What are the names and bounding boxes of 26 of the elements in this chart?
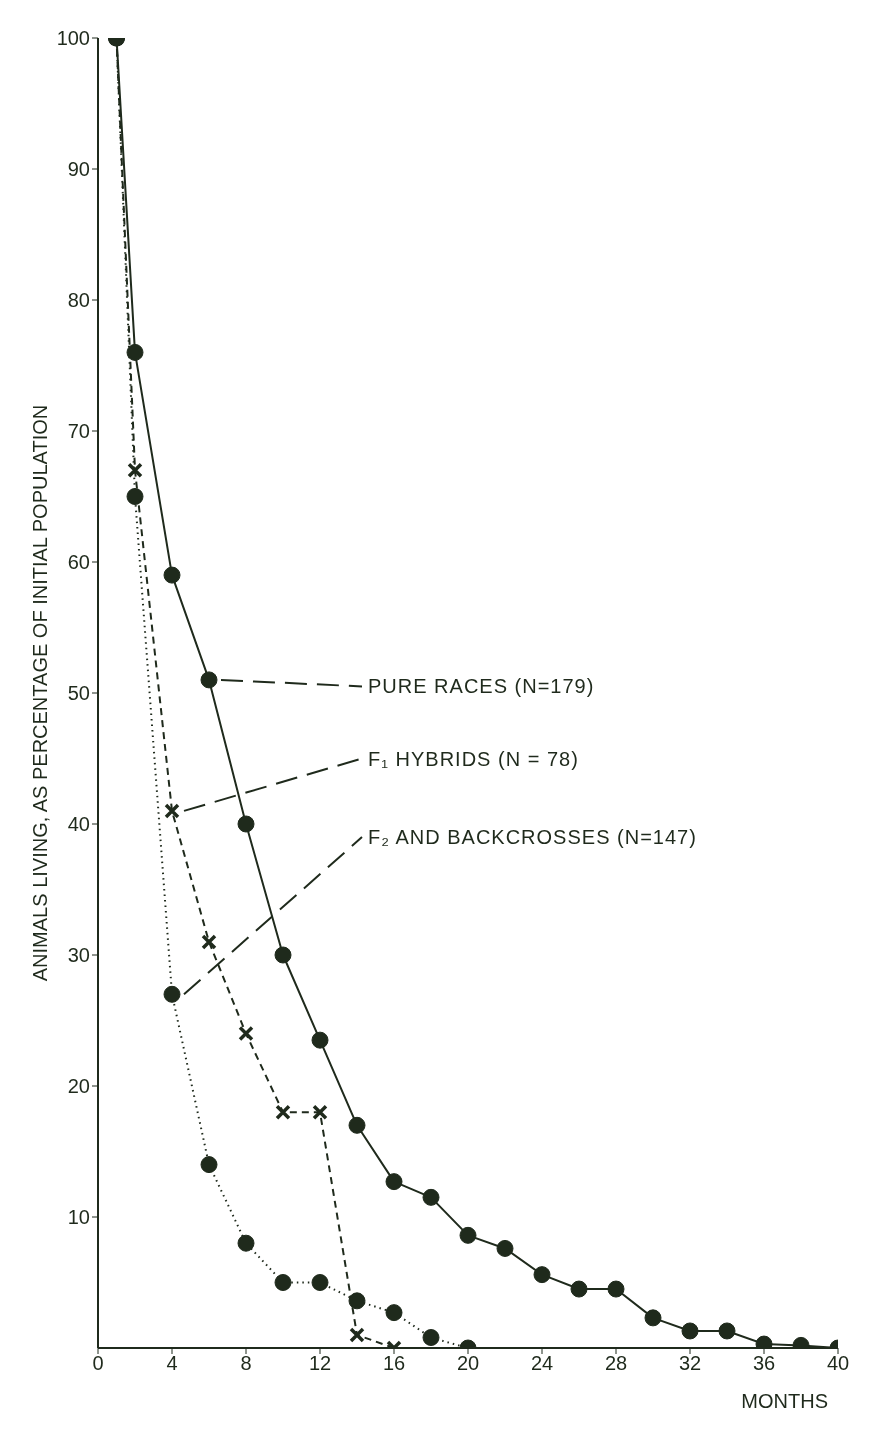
x-tick-label: 32 bbox=[678, 1352, 702, 1375]
y-tick-label: 40 bbox=[67, 813, 90, 836]
y-tick-label: 60 bbox=[67, 551, 90, 574]
x-tick-label: 28 bbox=[604, 1352, 628, 1375]
x-tick-label: 20 bbox=[456, 1352, 480, 1375]
y-tick-label: 100 bbox=[56, 27, 90, 50]
x-tick-label: 16 bbox=[382, 1352, 406, 1375]
y-tick-label: 20 bbox=[67, 1075, 90, 1098]
text: F₂ AND BACKCROSSES (N=147) bbox=[368, 826, 697, 849]
y-tick-label: 80 bbox=[67, 289, 90, 312]
y-tick-label: 50 bbox=[67, 682, 90, 705]
x-axis-title: MONTHS bbox=[741, 1390, 828, 1412]
x-tick-label: 0 bbox=[92, 1352, 104, 1375]
x-tick-label: 24 bbox=[530, 1352, 554, 1375]
text: PURE RACES (N=179) bbox=[368, 675, 595, 698]
y-axis-title: ANIMALS LIVING, AS PERCENTAGE OF INITIAL POPULATION bbox=[29, 404, 52, 982]
x-tick-label: 40 bbox=[826, 1352, 850, 1375]
x-tick-label: 36 bbox=[752, 1352, 776, 1375]
x-tick-label: 4 bbox=[166, 1352, 178, 1375]
y-tick-label: 90 bbox=[67, 158, 90, 181]
x-tick-label: 8 bbox=[240, 1352, 252, 1375]
y-tick-label: 70 bbox=[67, 420, 90, 443]
x-tick-label: 12 bbox=[308, 1352, 332, 1375]
y-tick-label: 30 bbox=[67, 944, 90, 967]
y-tick-label: 10 bbox=[67, 1206, 90, 1229]
text: F₁ HYBRIDS (N = 78) bbox=[368, 747, 579, 770]
